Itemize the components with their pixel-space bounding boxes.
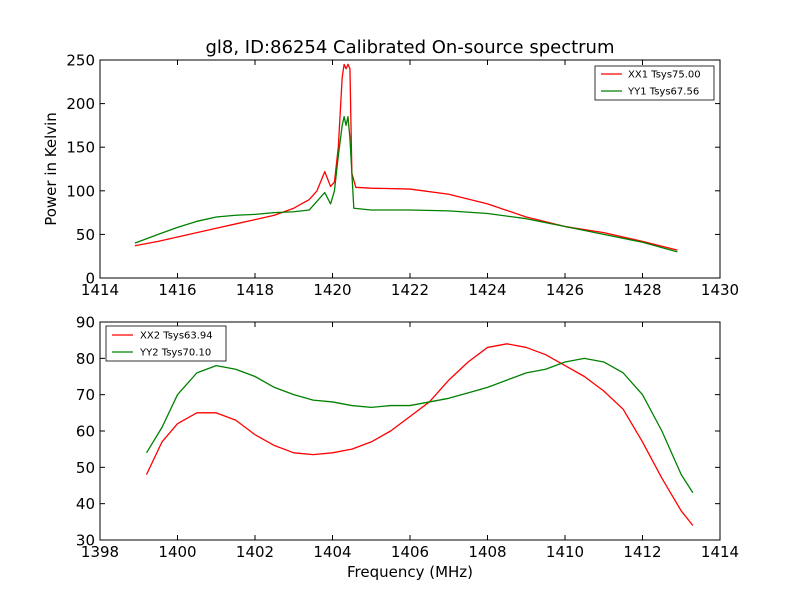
top-series-lines	[134, 63, 678, 253]
bottom-y-tick-label: 60	[76, 423, 95, 441]
bottom-x-tick-label: 1406	[391, 543, 429, 561]
top-ticks: 1414 1416 1418 1420 1422 1424 1426 1428 1430 0 50 1…	[66, 52, 739, 300]
bottom-x-tick-label: 1400	[158, 543, 196, 561]
top-y-tick-label: 150	[66, 139, 95, 157]
top-y-axis-label: Power in Kelvin	[42, 112, 60, 226]
top-x-tick-label: 1420	[313, 281, 351, 299]
top-y-tick-label: 200	[66, 95, 95, 113]
top-y-tick-label: 250	[66, 52, 95, 70]
top-x-tick-label: 1424	[468, 281, 506, 299]
bottom-x-tick-label: 1402	[236, 543, 274, 561]
top-x-tick-label: 1428	[623, 281, 661, 299]
top-x-tick-label: 1426	[546, 281, 584, 299]
bottom-x-tick-label: 1410	[546, 543, 584, 561]
bottom-y-tick-label: 80	[76, 350, 95, 368]
bottom-x-tick-label: 1404	[313, 543, 351, 561]
top-x-tick-label: 1422	[391, 281, 429, 299]
top-series-line-green	[134, 116, 678, 253]
bottom-subplot: 1398 1400 1402 1404 1406 1408 1410 1412 1414 30 40…	[76, 314, 739, 582]
bottom-plot-frame	[99, 321, 721, 541]
top-chart-title: gl8, ID:86254 Calibrated On-source spect…	[205, 37, 614, 58]
bottom-x-tick-label: 1408	[468, 543, 506, 561]
top-legend-box	[594, 65, 715, 101]
bottom-y-tick-label: 70	[76, 386, 95, 404]
top-x-tick-label: 1414	[81, 281, 119, 299]
top-plot-frame	[99, 59, 721, 279]
top-subplot: gl8, ID:86254 Calibrated On-source spect…	[42, 37, 739, 299]
bottom-x-tick-label: 1398	[81, 543, 119, 561]
top-legend: XX1 Tsys75.00 YY1 Tsys67.56	[594, 65, 715, 101]
top-y-tick-label: 50	[76, 226, 95, 244]
top-series-line-red	[134, 63, 678, 251]
top-x-tick-label: 1430	[701, 281, 739, 299]
bottom-x-tick-label: 1414	[701, 543, 739, 561]
top-x-tick-label: 1416	[158, 281, 196, 299]
top-y-tick-label: 0	[85, 270, 95, 288]
bottom-legend-box	[105, 325, 227, 362]
bottom-legend: XX2 Tsys63.94 YY2 Tsys70.10	[105, 325, 227, 362]
bottom-ticks: 1398 1400 1402 1404 1406 1408 1410 1412 1414 30 40…	[76, 314, 739, 562]
top-y-tick-label: 100	[66, 182, 95, 200]
bottom-y-tick-label: 40	[76, 495, 95, 513]
bottom-y-tick-label: 50	[76, 459, 95, 477]
bottom-y-tick-label: 90	[76, 314, 95, 332]
top-legend-label-xx1: XX1 Tsys75.00	[628, 70, 701, 81]
bottom-series-line-green	[145, 357, 694, 494]
bottom-legend-label-yy2: YY2 Tsys70.10	[139, 348, 211, 359]
bottom-legend-label-xx2: XX2 Tsys63.94	[140, 331, 213, 342]
bottom-series-line-red	[145, 343, 694, 526]
bottom-series-lines	[145, 343, 694, 526]
top-legend-label-yy1: YY1 Tsys67.56	[627, 87, 699, 98]
top-x-tick-label: 1418	[236, 281, 274, 299]
bottom-x-axis-label: Frequency (MHz)	[347, 563, 473, 581]
bottom-x-tick-label: 1412	[623, 543, 661, 561]
bottom-y-tick-label: 30	[76, 532, 95, 550]
